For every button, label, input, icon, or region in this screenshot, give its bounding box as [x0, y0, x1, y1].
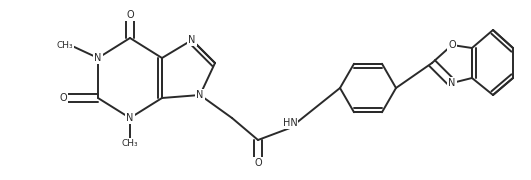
Text: O: O	[126, 10, 134, 20]
Text: N: N	[196, 90, 204, 100]
Text: N: N	[448, 78, 456, 88]
Text: O: O	[59, 93, 67, 103]
Text: HN: HN	[282, 118, 297, 128]
Text: O: O	[254, 158, 262, 168]
Text: N: N	[126, 113, 134, 123]
Text: N: N	[189, 35, 196, 45]
Text: CH₃: CH₃	[57, 40, 73, 50]
Text: O: O	[448, 40, 456, 50]
Text: N: N	[95, 53, 102, 63]
Text: CH₃: CH₃	[122, 138, 138, 147]
